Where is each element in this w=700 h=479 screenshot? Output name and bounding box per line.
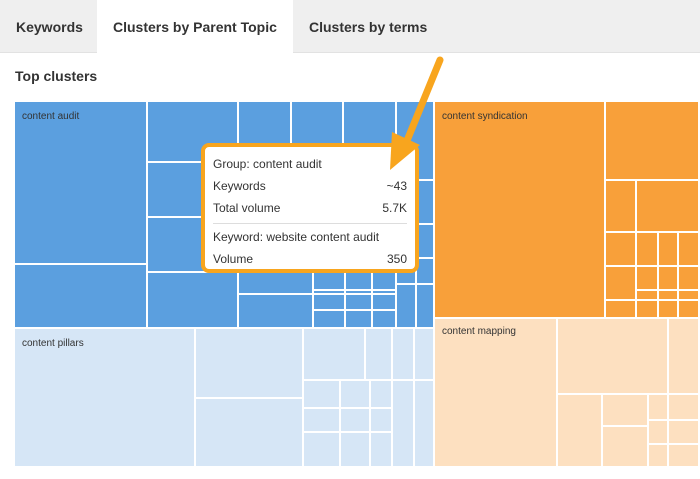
tooltip-group: Group: content audit — [213, 157, 322, 171]
cluster-label: content pillars — [22, 338, 84, 349]
cluster-block[interactable] — [435, 102, 698, 317]
tooltip-value: ~43 — [386, 179, 407, 193]
tooltip: Group: content audit Keywords ~43 Total v… — [201, 143, 419, 273]
tooltip-label: Volume — [213, 252, 254, 266]
tab[interactable]: Clusters by terms — [309, 19, 428, 35]
cluster-label: content mapping — [442, 326, 516, 337]
tab-bar: Keywords Clusters by Parent Topic Clusters… — [0, 0, 700, 53]
tab[interactable]: Keywords — [16, 19, 83, 35]
tooltip-value: 5.7K — [382, 201, 407, 215]
tooltip-label: Total volume — [213, 201, 281, 215]
separator — [213, 223, 407, 224]
tooltip-keyword: Keyword: website content audit — [213, 230, 380, 244]
cluster-label: content syndication — [442, 111, 528, 122]
tooltip-label: Keywords — [213, 179, 266, 193]
tab[interactable]: Clusters by Parent Topic — [97, 0, 293, 53]
cluster-label: content audit — [22, 111, 79, 122]
tooltip-value: 350 — [386, 252, 407, 266]
section-title: Top clusters — [15, 68, 98, 84]
cluster-block[interactable] — [435, 319, 698, 466]
